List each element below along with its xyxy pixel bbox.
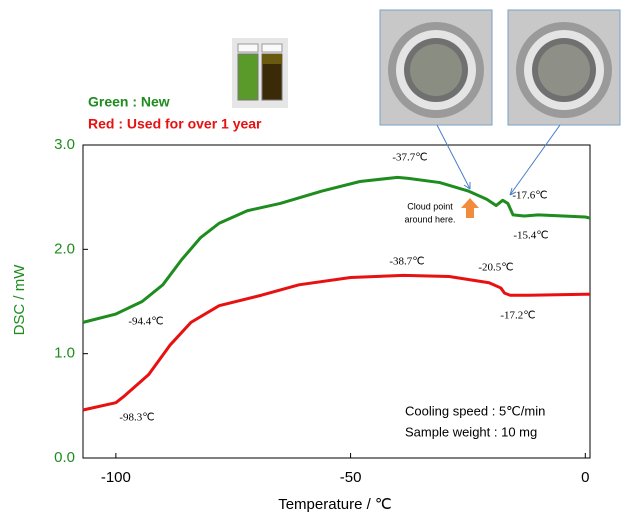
chart: Temperature / ℃ DSC / mW Cloud point aro…: [0, 0, 644, 518]
note: Cooling speed : 5℃/min: [405, 403, 545, 418]
x-tick-label: -50: [340, 469, 362, 486]
annotation: -37.7℃: [392, 152, 427, 164]
y-tick-label: 0.0: [54, 449, 75, 466]
annotation: -38.7℃: [389, 256, 424, 268]
x-axis-label: Temperature / ℃: [278, 496, 392, 513]
annotation: -98.3℃: [119, 412, 154, 424]
pan-photo: [508, 10, 620, 125]
arrow: [510, 125, 560, 195]
x-tick-label: -100: [101, 469, 131, 486]
annotation: -20.5℃: [478, 262, 513, 274]
arrow: [437, 125, 470, 189]
y-tick-label: 2.0: [54, 240, 75, 257]
annotation: -15.4℃: [513, 230, 548, 242]
vial-photo: [232, 38, 288, 108]
series-line: [83, 275, 590, 410]
annotation: -94.4℃: [128, 316, 163, 328]
orange-arrow: [461, 198, 479, 218]
y-axis-label: DSC / mW: [11, 264, 28, 336]
cloud-note: around here.: [404, 214, 455, 224]
cloud-note: Cloud point: [407, 201, 453, 211]
pan-photo: [380, 10, 492, 125]
annotation: -17.2℃: [500, 310, 535, 322]
note: Sample weight : 10 mg: [405, 424, 537, 439]
x-tick-label: 0: [581, 469, 589, 486]
y-tick-label: 3.0: [54, 136, 75, 153]
y-tick-label: 1.0: [54, 345, 75, 362]
annotation: -17.6℃: [512, 190, 547, 202]
legend-entry: Green : New: [88, 94, 170, 110]
legend-entry: Red : Used for over 1 year: [88, 116, 262, 132]
